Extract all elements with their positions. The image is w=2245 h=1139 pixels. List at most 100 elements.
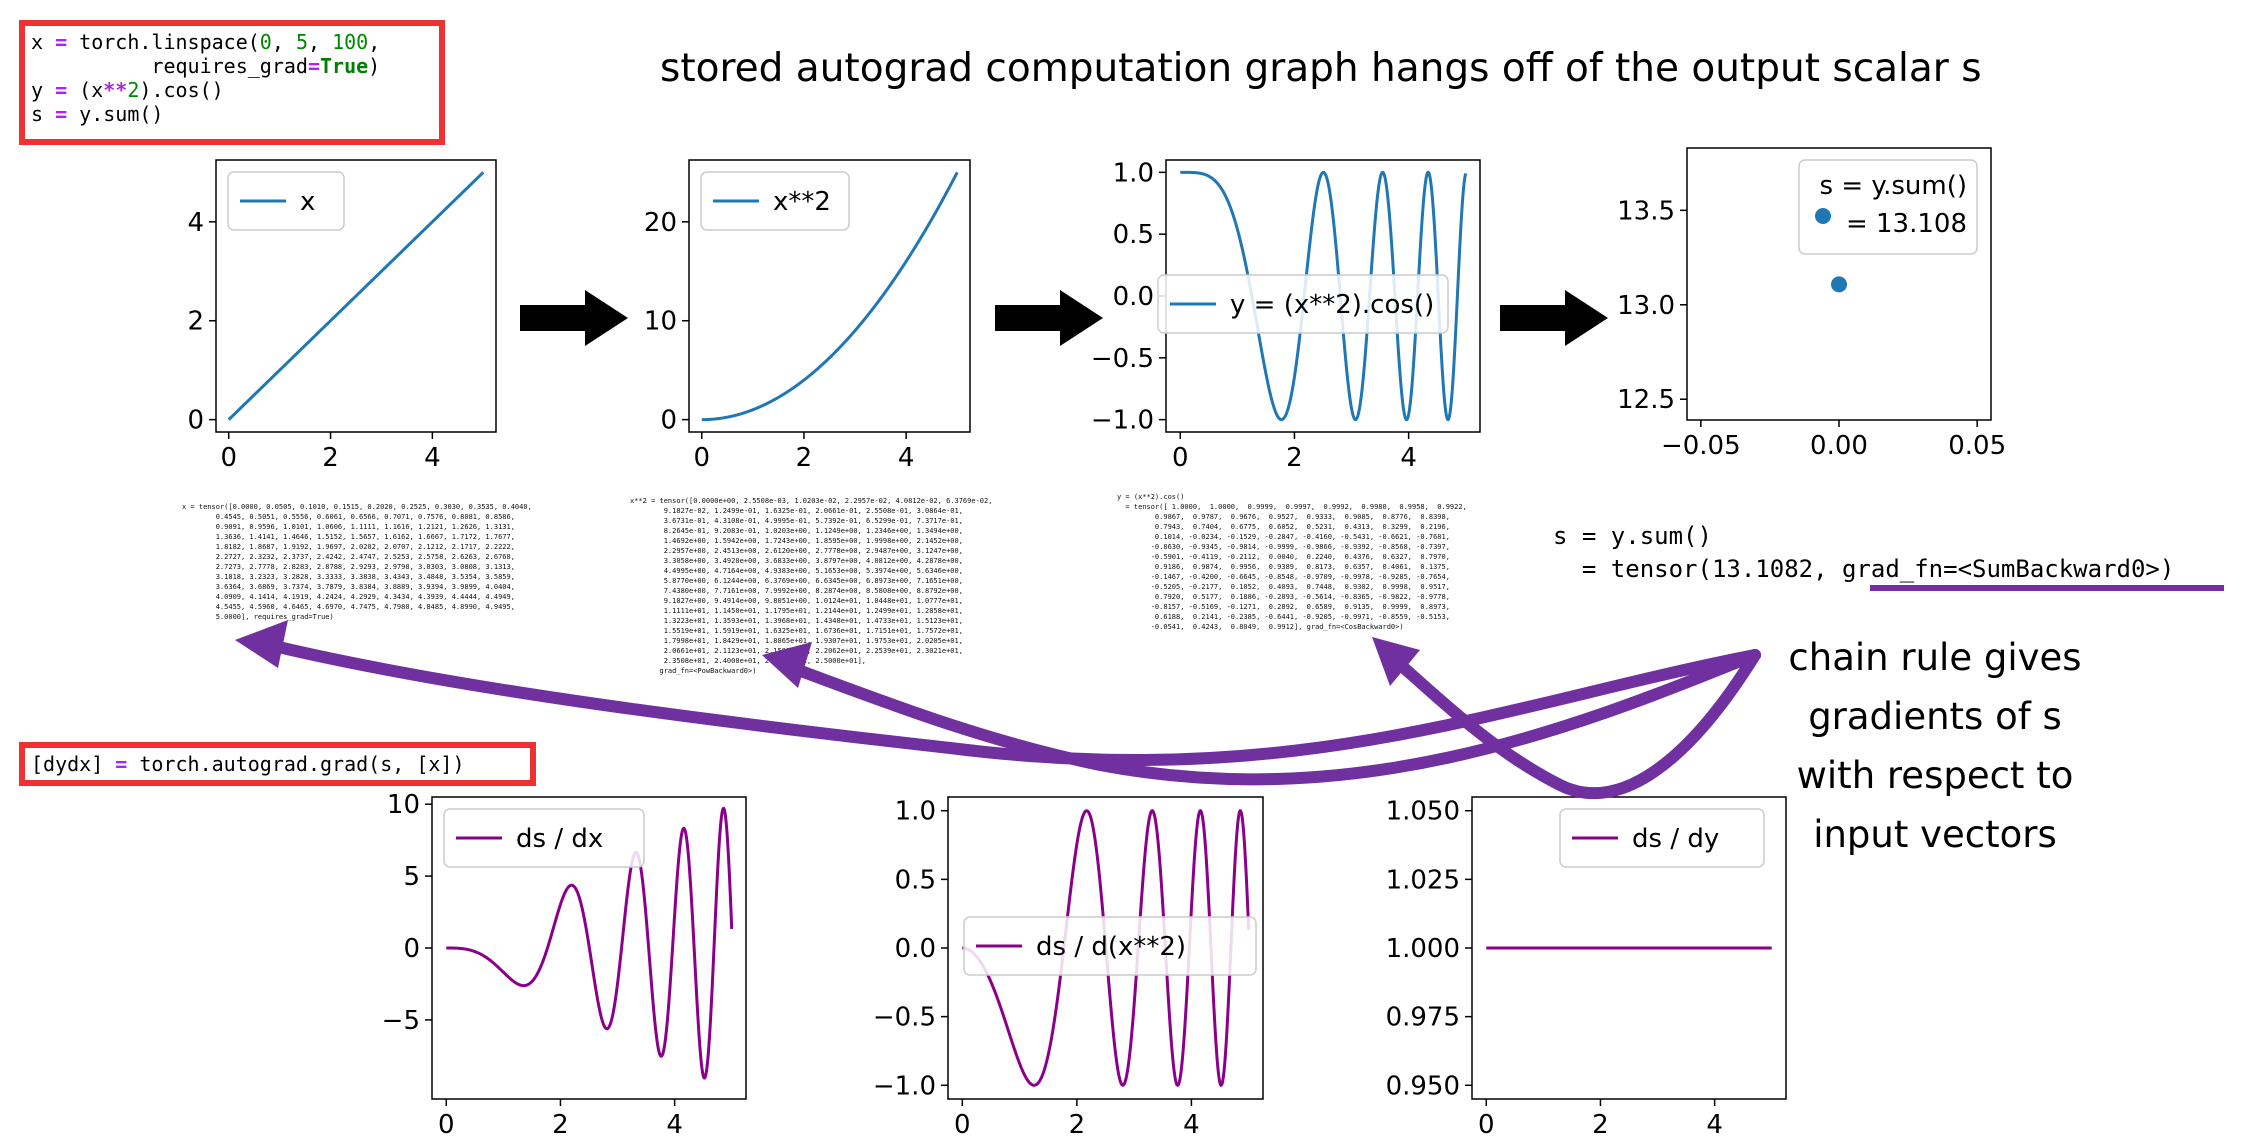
backward-arrowheads	[235, 620, 1420, 688]
legend-box	[443, 808, 645, 868]
forward-arrows	[520, 290, 1608, 346]
plot-p_dx: −5 0 5 10 0 2 4 ds / dx	[382, 790, 747, 1139]
y-tick-label: 0	[187, 406, 204, 436]
y-tick-label: 12.5	[1617, 385, 1675, 415]
legend: x**2	[700, 171, 850, 231]
plot-p_dy: 0.950 0.975 1.000 1.025 1.050 0 2 4 ds / dy	[1386, 796, 1787, 1139]
backward-arrow-to-y	[1389, 649, 1761, 800]
tensor-dump-x2: x**2 = tensor([0.0000e+00, 2.5508e-03, 1…	[630, 497, 993, 675]
grad-code-box: [dydx] = torch.autograd.grad(s, [x])	[19, 742, 536, 786]
forward-arrow-3	[1500, 290, 1608, 346]
x-tick-label: 0	[1172, 443, 1189, 473]
x-tick-label: 4	[424, 443, 441, 473]
y-tick-label: 1.0	[1113, 158, 1154, 188]
x-tick-label: 2	[552, 1110, 569, 1139]
y-tick-label: 0	[403, 934, 420, 964]
forward-code-box: x = torch.linspace(0, 5, 100, requires_g…	[19, 20, 445, 145]
y-tick-label: −0.5	[873, 1003, 936, 1033]
plot-p_x: 0 2 4 0 2 4 x	[187, 159, 497, 473]
chain-line-2: gradients of s	[1808, 695, 2062, 738]
sum-output-text: s = y.sum() = tensor(13.1082, grad_fn=<S…	[1553, 522, 2175, 583]
legend-box	[1559, 808, 1765, 868]
y-tick-label: 0	[660, 406, 677, 436]
x-tick-label: 0.05	[1948, 431, 2006, 461]
x-tick-label: 4	[1183, 1110, 1200, 1139]
y-tick-label: −1.0	[1091, 406, 1154, 436]
legend-label: ds / dy	[1632, 824, 1719, 854]
legend-box	[700, 171, 850, 231]
y-tick-label: 0.0	[895, 934, 936, 964]
y-tick-label: 1.025	[1386, 865, 1460, 895]
series-line	[446, 806, 734, 1080]
legend-box	[963, 916, 1257, 976]
legend: y = (x**2).cos()	[1157, 274, 1449, 334]
arrowhead-x2	[762, 642, 812, 688]
x-tick-label: 0	[954, 1110, 971, 1139]
y-tick-label: −0.5	[1091, 344, 1154, 374]
series-line	[227, 171, 485, 421]
x-tick-label: −0.05	[1661, 431, 1741, 461]
legend-label: s = y.sum()	[1820, 171, 1967, 201]
legend-label: x	[300, 187, 315, 217]
y-tick-label: 10	[644, 307, 677, 337]
y-tick-label: 0.5	[895, 865, 936, 895]
legend: ds / d(x**2)	[963, 916, 1257, 976]
y-tick-label: 20	[644, 208, 677, 238]
chain-rule-caption: chain rule gives gradients of s with res…	[1750, 628, 2120, 864]
y-tick-label: 0.5	[1113, 220, 1154, 250]
x-tick-label: 0.00	[1810, 431, 1868, 461]
legend-label: y = (x**2).cos()	[1230, 290, 1434, 320]
chain-line-3: with respect to	[1796, 754, 2074, 797]
chain-line-1: chain rule gives	[1788, 636, 2082, 679]
y-tick-label: −1.0	[873, 1071, 936, 1101]
x-tick-label: 2	[1069, 1110, 1086, 1139]
x-tick-label: 4	[666, 1110, 683, 1139]
plot-p_s: 12.5 13.0 13.5 −0.05 0.00 0.05 s = y.sum() = 13…	[1617, 147, 2006, 461]
y-tick-label: 10	[387, 790, 420, 820]
backward-arrow-to-x	[264, 639, 1761, 766]
backward-arrow-to-x2	[784, 649, 1761, 786]
y-tick-label: 13.5	[1617, 196, 1675, 226]
y-tick-label: 5	[403, 862, 420, 892]
tensor-dump-y: y = (x**2).cos() = tensor([ 1.0000, 1.00…	[1117, 493, 1467, 631]
tensor-dump-x: x = tensor([0.0000, 0.0505, 0.1010, 0.15…	[182, 503, 532, 621]
grad-fn-underline	[1870, 585, 2224, 591]
x-tick-label: 0	[438, 1110, 455, 1139]
legend-box	[1798, 159, 1978, 255]
arrowhead-x	[235, 620, 288, 668]
arrowhead-y	[1372, 637, 1420, 686]
legend-label: = 13.108	[1846, 209, 1967, 239]
legend: x	[227, 171, 345, 231]
legend-label: ds / d(x**2)	[1036, 932, 1186, 962]
diagram-title: stored autograd computation graph hangs …	[660, 46, 1982, 91]
plot-p_x2: 0 10 20 0 2 4 x**2	[644, 159, 971, 473]
x-tick-label: 4	[1706, 1110, 1723, 1139]
y-tick-label: 2	[187, 307, 204, 337]
y-tick-label: 4	[187, 208, 204, 238]
y-tick-label: 0.0	[1113, 282, 1154, 312]
y-tick-label: 1.0	[895, 797, 936, 827]
legend-label: ds / dx	[516, 824, 603, 854]
backward-arrows	[264, 639, 1761, 800]
y-tick-label: −5	[382, 1006, 420, 1036]
x-tick-label: 4	[898, 443, 915, 473]
y-tick-label: 0.975	[1386, 1003, 1460, 1033]
legend: ds / dy	[1559, 808, 1765, 868]
series-line	[701, 171, 959, 422]
legend-label: x**2	[773, 187, 831, 217]
legend-marker	[1815, 208, 1831, 224]
y-tick-label: 13.0	[1617, 291, 1675, 321]
x-tick-label: 2	[1286, 443, 1303, 473]
y-tick-label: 1.050	[1386, 797, 1460, 827]
x-tick-label: 0	[1478, 1110, 1495, 1139]
x-tick-label: 2	[322, 443, 339, 473]
y-tick-label: 0.950	[1386, 1071, 1460, 1101]
plot-p_y: −1.0 −0.5 0.0 0.5 1.0 0 2 4 y = (x**2).cos()	[1091, 158, 1481, 473]
x-tick-label: 0	[220, 443, 237, 473]
x-tick-label: 4	[1400, 443, 1417, 473]
plot-p_dx2: −1.0 −0.5 0.0 0.5 1.0 0 2 4 ds / d(x**2)	[873, 796, 1264, 1139]
x-tick-label: 2	[796, 443, 813, 473]
x-tick-label: 0	[693, 443, 710, 473]
chain-line-4: input vectors	[1813, 813, 2057, 856]
